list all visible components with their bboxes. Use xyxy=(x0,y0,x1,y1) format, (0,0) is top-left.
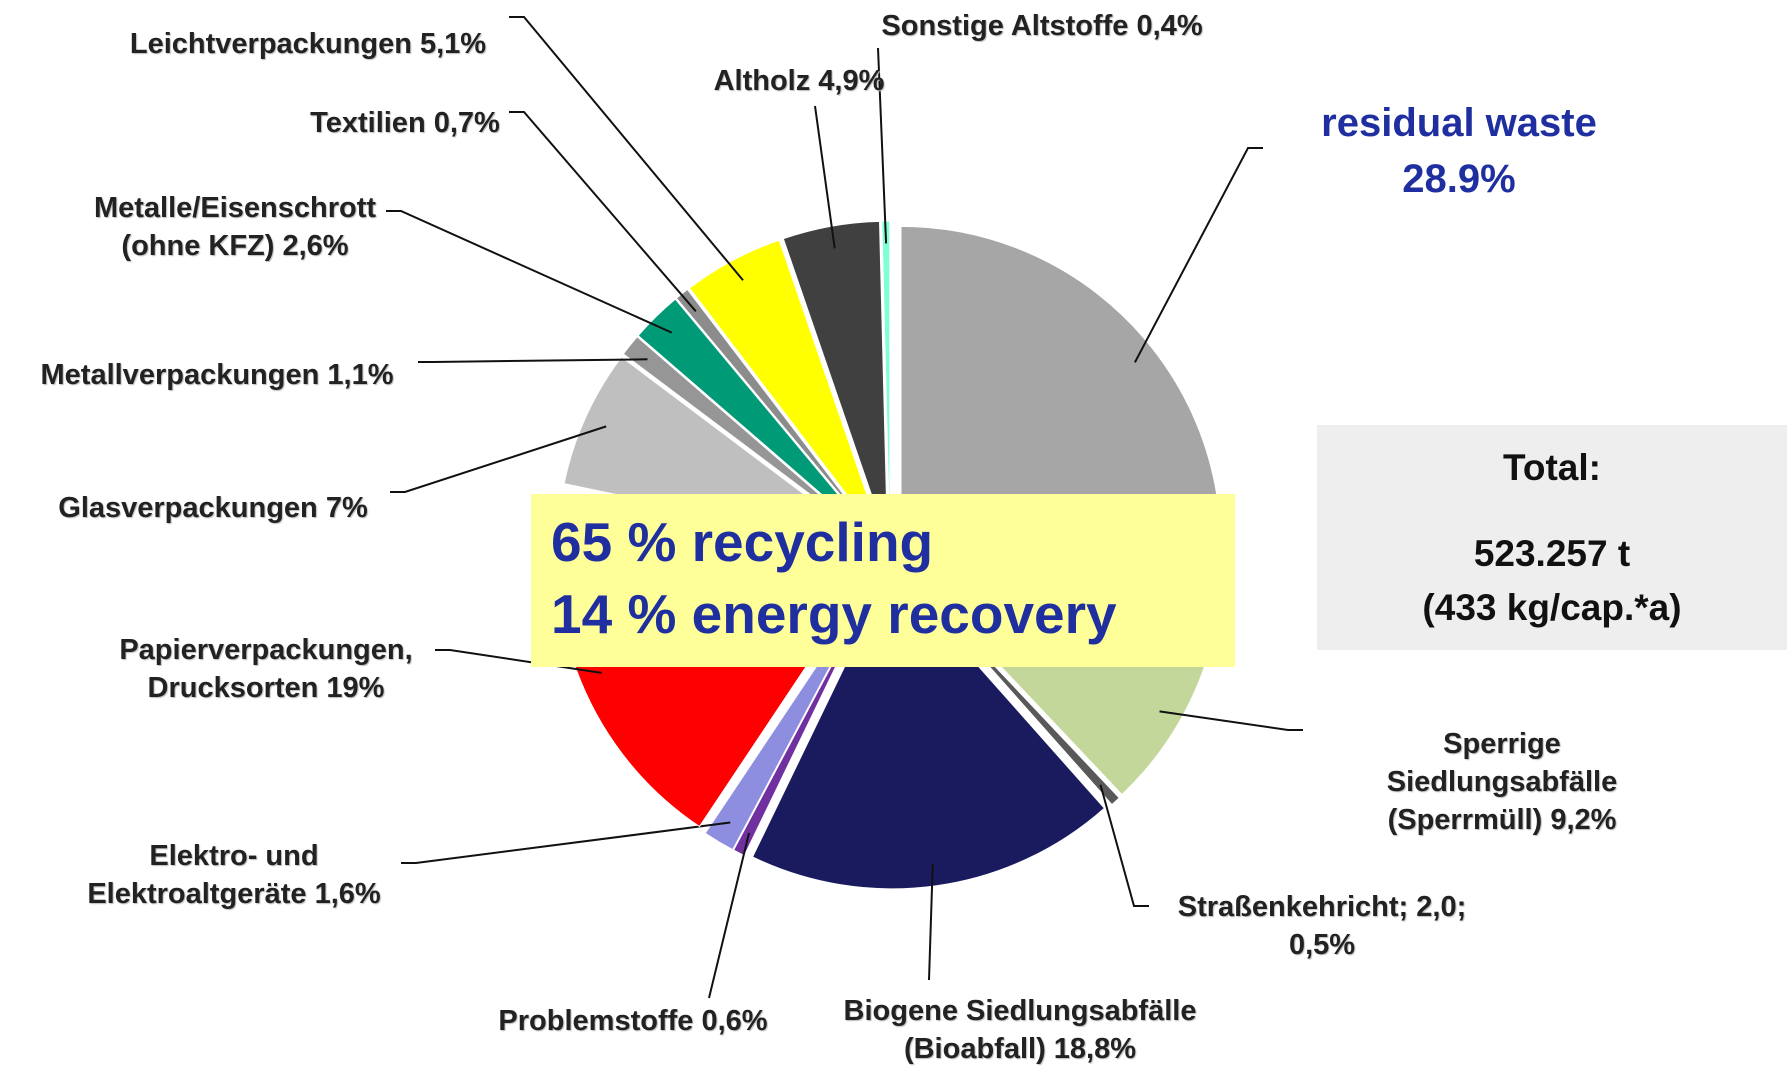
slice-label: Straßenkehricht; 2,0; 0,5% xyxy=(1178,888,1466,964)
category-label: Biogene Siedlungsabfälle (Bioabfall) xyxy=(843,995,1197,1065)
value-label: 1,6% xyxy=(314,878,381,910)
category-label: Metalle/Eisenschrott (ohne KFZ) xyxy=(93,192,377,262)
leader-line xyxy=(509,111,697,312)
leader-line xyxy=(708,832,751,999)
total-value: 523.257 t xyxy=(1473,533,1631,574)
total-label: Total: xyxy=(1503,447,1601,488)
category-label: residual waste xyxy=(1321,101,1597,145)
per-capita: (433 kg/cap.*a) xyxy=(1422,587,1682,628)
value-label: 5,1% xyxy=(419,28,487,60)
leader-line xyxy=(418,358,648,363)
leader-line xyxy=(1099,784,1149,907)
value-label: 0,5% xyxy=(1288,929,1356,961)
slice-label: Problemstoffe 0,6% xyxy=(498,1002,767,1040)
category-label: Altholz xyxy=(713,65,811,97)
leader-line xyxy=(509,16,744,281)
value-label: 18,8% xyxy=(1053,1033,1137,1065)
recycling-text: 65 % recycling xyxy=(551,511,934,573)
slice-label: Metallverpackungen 1,1% xyxy=(41,356,394,394)
slice-label: Glasverpackungen 7% xyxy=(58,489,367,527)
slice-label: Elektro- und Elektroaltgeräte 1,6% xyxy=(87,837,380,913)
pie-slice xyxy=(637,298,881,546)
category-label: Metallverpackungen xyxy=(40,359,320,391)
slice-label: Metalle/Eisenschrott (ohne KFZ) 2,6% xyxy=(94,189,376,265)
value-label: 1,1% xyxy=(327,359,394,391)
category-label: Glasverpackungen xyxy=(58,492,318,524)
slice-label: Textilien 0,7% xyxy=(310,104,500,142)
category-label: Leichtverpackungen xyxy=(129,28,412,60)
value-label: 7% xyxy=(325,492,368,524)
energy-text: 14 % energy recovery xyxy=(551,583,1117,645)
leader-line xyxy=(1134,147,1263,363)
value-label: 2,6% xyxy=(282,230,349,262)
leader-line xyxy=(814,105,836,249)
pie-slice xyxy=(622,336,880,547)
value-label: 0,4% xyxy=(1136,10,1203,42)
category-label: Straßenkehricht; 2,0; xyxy=(1177,891,1467,923)
category-label: Elektro- und Elektroaltgeräte xyxy=(87,840,319,910)
slice-label: Leichtverpackungen 5,1% xyxy=(130,25,486,63)
category-label: Papierverpackungen, Drucksorten xyxy=(119,634,413,704)
leader-line xyxy=(401,821,731,864)
value-label: 0,7% xyxy=(433,107,500,139)
slice-label: Papierverpackungen, Drucksorten 19% xyxy=(119,631,412,707)
leader-line xyxy=(390,425,607,493)
total-box: Total: 523.257 t (433 kg/cap.*a) xyxy=(1317,425,1787,650)
pie-slice xyxy=(688,239,884,543)
category-label: Textilien xyxy=(310,107,426,139)
leader-line xyxy=(386,210,673,334)
slice-label: Sperrige Siedlungsabfälle (Sperrmüll) 9,… xyxy=(1360,725,1645,839)
category-label: Sperrige Siedlungsabfälle (Sperrmüll) xyxy=(1386,728,1618,836)
slice-label: Altholz 4,9% xyxy=(714,62,885,100)
slice-label: Sonstige Altstoffe 0,4% xyxy=(881,7,1202,45)
value-label: 19% xyxy=(326,672,385,704)
slice-label: residual waste 28.9% xyxy=(1321,95,1597,207)
slice-label: Biogene Siedlungsabfälle (Bioabfall) 18,… xyxy=(844,992,1197,1068)
leader-line xyxy=(1159,710,1303,731)
category-label: Problemstoffe xyxy=(498,1005,694,1037)
leader-line xyxy=(877,47,888,244)
category-label: Sonstige Altstoffe xyxy=(881,10,1129,42)
pie-slice xyxy=(751,567,1106,890)
leader-line xyxy=(928,863,934,981)
value-label: 4,9% xyxy=(818,65,885,97)
value-label: 9,2% xyxy=(1550,804,1617,836)
value-label: 28.9% xyxy=(1402,157,1516,201)
recycling-box: 65 % recycling 14 % energy recovery xyxy=(531,494,1235,667)
value-label: 0,6% xyxy=(701,1005,768,1037)
